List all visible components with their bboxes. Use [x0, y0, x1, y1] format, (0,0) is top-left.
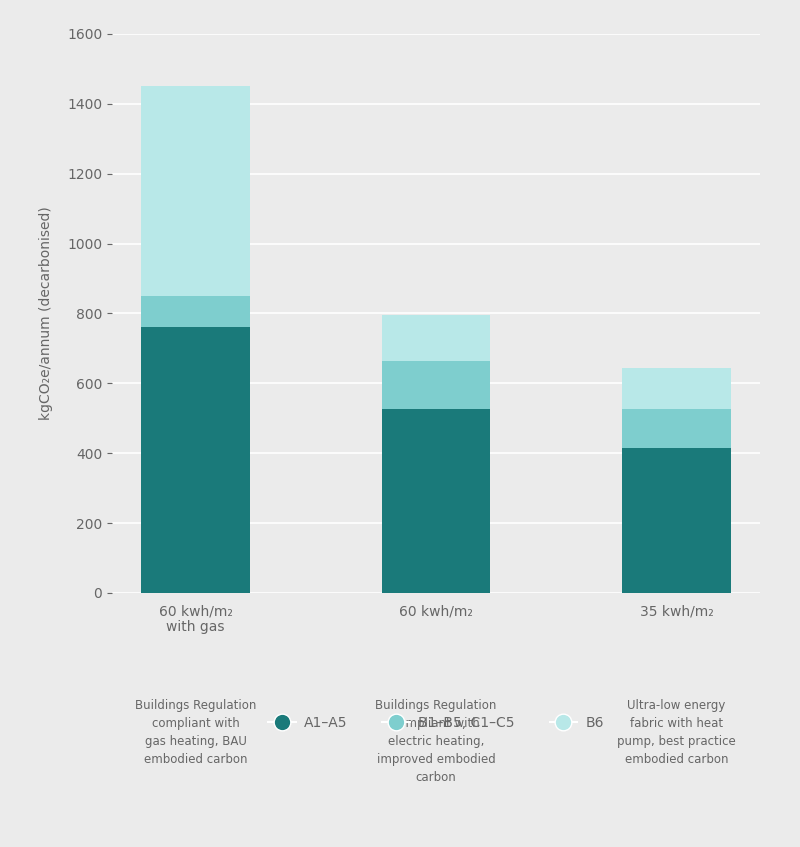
Bar: [382, 409, 490, 593]
Bar: [622, 409, 730, 448]
Text: Ultra-low energy
fabric with heat
pump, best practice
embodied carbon: Ultra-low energy fabric with heat pump, …: [617, 699, 736, 767]
Bar: [142, 327, 250, 593]
Text: Buildings Regulation
compliant with
gas heating, BAU
embodied carbon: Buildings Regulation compliant with gas …: [135, 699, 256, 767]
Bar: [142, 86, 250, 296]
Y-axis label: kgCO₂e/annum (decarbonised): kgCO₂e/annum (decarbonised): [39, 207, 53, 420]
Bar: [622, 448, 730, 593]
Bar: [382, 361, 490, 409]
Bar: [622, 368, 730, 409]
Legend: A1–A5, B1–B5, C1–C5, B6: A1–A5, B1–B5, C1–C5, B6: [261, 709, 611, 737]
Bar: [142, 296, 250, 327]
Text: Buildings Regulation
compliant with
electric heating,
improved embodied
carbon: Buildings Regulation compliant with elec…: [375, 699, 497, 784]
Bar: [382, 315, 490, 361]
